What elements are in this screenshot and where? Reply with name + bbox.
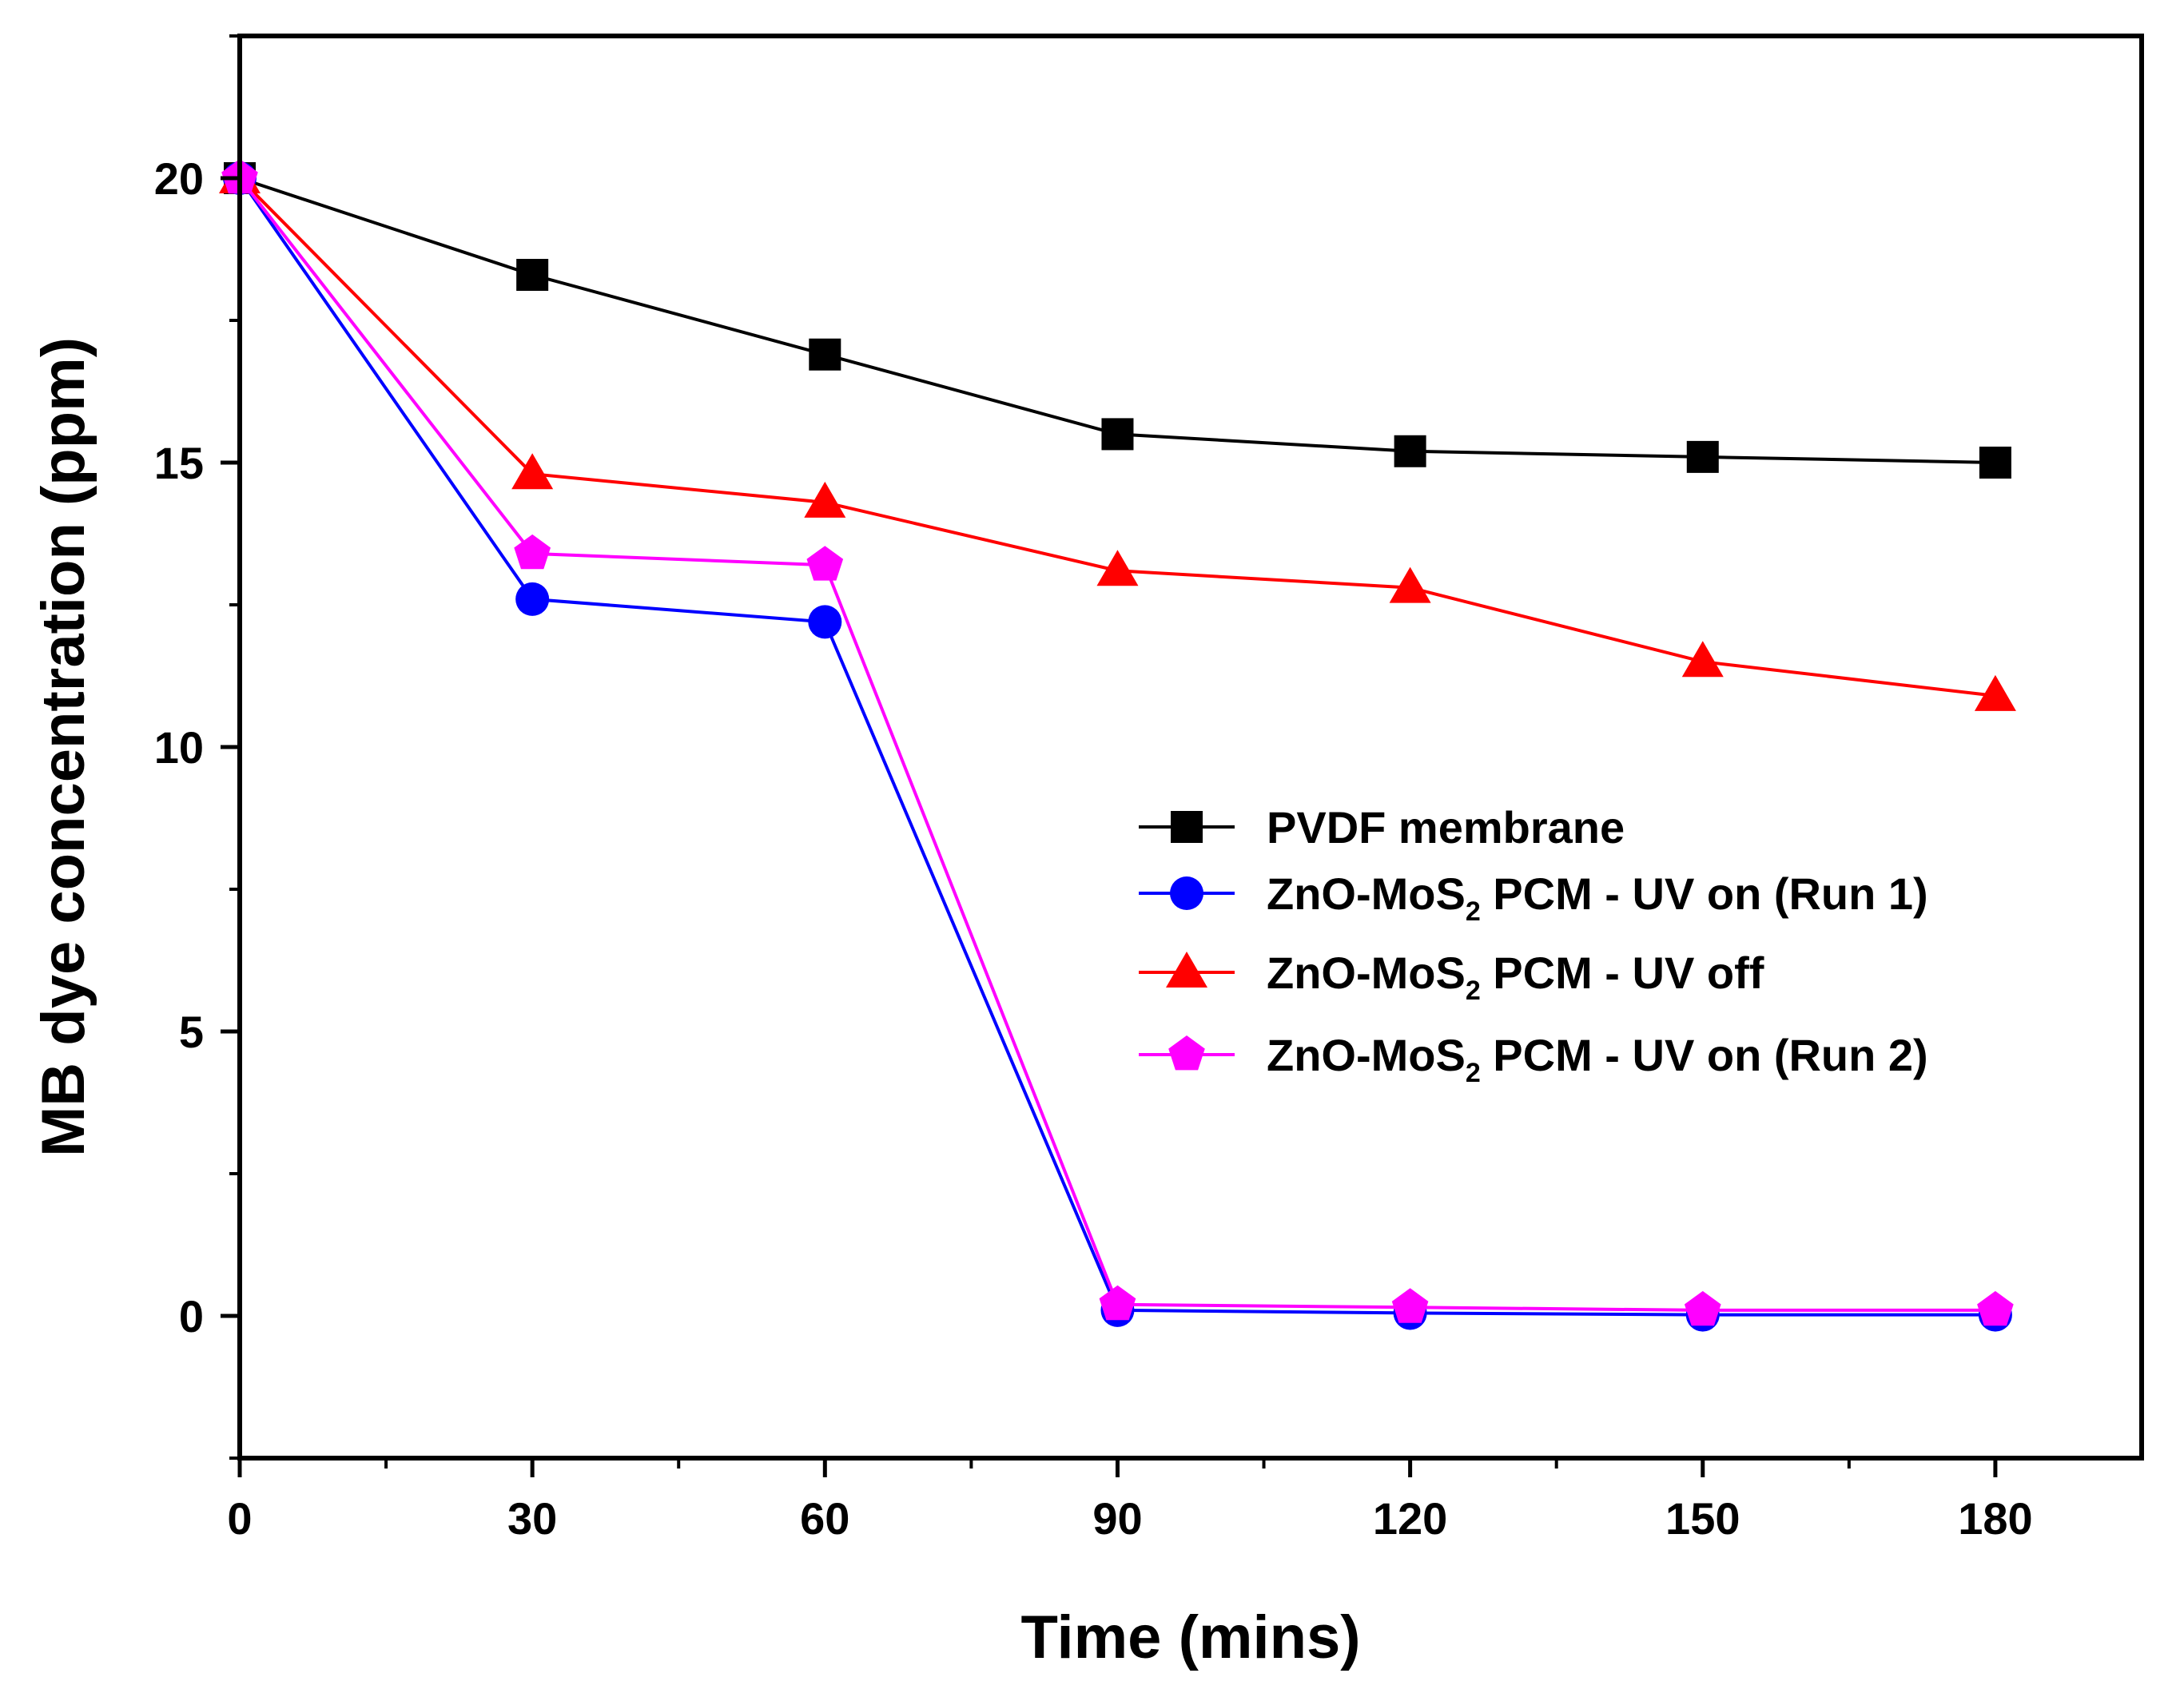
y-tick-label: 10 [154, 722, 204, 773]
data-point [1684, 1290, 1721, 1326]
legend-entry: PVDF membrane [1139, 802, 1625, 852]
y-tick-label: 5 [179, 1007, 204, 1057]
x-tick-label: 60 [800, 1493, 849, 1544]
data-point [808, 605, 842, 639]
y-axis-title: MB dye concentration (ppm) [30, 337, 97, 1157]
data-point [1391, 1288, 1429, 1323]
y-tick-label: 0 [179, 1291, 204, 1341]
data-point [1101, 418, 1134, 451]
series-1 [224, 162, 2011, 479]
data-point [511, 453, 554, 490]
data-point [1681, 641, 1724, 678]
legend-entry: ZnO-MoS2 PCM - UV on (Run 2) [1139, 1030, 1928, 1088]
legend-entry: ZnO-MoS2 PCM - UV off [1139, 948, 1764, 1006]
legend-label: ZnO-MoS2 PCM - UV on (Run 2) [1267, 1030, 1928, 1088]
data-point [1394, 435, 1426, 467]
x-tick-label: 180 [1958, 1493, 2032, 1544]
data-point [1977, 1290, 2014, 1326]
x-tick-label: 120 [1373, 1493, 1447, 1544]
y-tick-label: 15 [154, 438, 204, 488]
legend-label: ZnO-MoS2 PCM - UV off [1267, 948, 1764, 1006]
legend-marker [1170, 876, 1203, 910]
x-tick-label: 90 [1092, 1493, 1142, 1544]
plot-area [240, 36, 2142, 1458]
data-point [1979, 447, 2011, 479]
series-4 [221, 159, 2014, 1326]
x-tick-label: 30 [507, 1493, 557, 1544]
legend: PVDF membrane ZnO-MoS2 PCM - UV on (Run 1… [1139, 802, 1928, 1088]
data-point [806, 546, 844, 581]
data-point [1389, 566, 1431, 603]
data-point [1096, 550, 1139, 586]
data-point [809, 338, 841, 371]
legend-label: ZnO-MoS2 PCM - UV on (Run 1) [1267, 868, 1928, 927]
data-point [1099, 1285, 1136, 1321]
legend-marker [1168, 1035, 1205, 1071]
data-point [516, 259, 549, 292]
legend-label: PVDF membrane [1267, 802, 1625, 852]
data-point [515, 582, 550, 616]
data-point [1686, 440, 1719, 473]
data-point [804, 481, 846, 518]
legend-marker [1166, 952, 1207, 988]
x-axis-title: Time (mins) [1020, 1604, 1360, 1671]
data-point [514, 534, 551, 570]
data-point [1974, 674, 2016, 711]
series-layer [219, 157, 2016, 1332]
x-tick-label: 0 [227, 1493, 252, 1544]
x-tick-label: 150 [1665, 1493, 1740, 1544]
ticks-layer: 0 30 60 90 120 150 180 0 5 10 15 20 [154, 34, 2033, 1544]
legend-entry: ZnO-MoS2 PCM - UV on (Run 1) [1139, 868, 1928, 927]
y-tick-label: 20 [154, 153, 204, 204]
legend-marker [1171, 811, 1203, 843]
